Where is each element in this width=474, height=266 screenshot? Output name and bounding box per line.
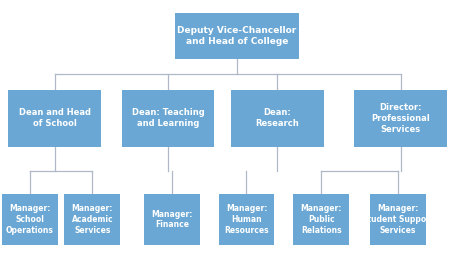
FancyBboxPatch shape xyxy=(219,194,274,245)
FancyBboxPatch shape xyxy=(2,194,58,245)
FancyBboxPatch shape xyxy=(370,194,426,245)
Text: Manager:
School
Operations: Manager: School Operations xyxy=(6,204,54,235)
Text: Dean: Teaching
and Learning: Dean: Teaching and Learning xyxy=(132,109,205,128)
FancyBboxPatch shape xyxy=(354,90,447,147)
Text: Director:
Professional
Services: Director: Professional Services xyxy=(371,103,430,134)
FancyBboxPatch shape xyxy=(64,194,120,245)
Text: Deputy Vice-Chancellor
and Head of College: Deputy Vice-Chancellor and Head of Colle… xyxy=(177,26,297,46)
FancyBboxPatch shape xyxy=(175,13,299,59)
Text: Dean and Head
of School: Dean and Head of School xyxy=(18,109,91,128)
Text: Manager:
Academic
Services: Manager: Academic Services xyxy=(72,204,113,235)
Text: Manager:
Human
Resources: Manager: Human Resources xyxy=(224,204,269,235)
Text: Manager:
Finance: Manager: Finance xyxy=(151,210,193,229)
Text: Manager:
Student Support
Services: Manager: Student Support Services xyxy=(362,204,434,235)
Text: Dean:
Research: Dean: Research xyxy=(255,109,299,128)
FancyBboxPatch shape xyxy=(122,90,214,147)
FancyBboxPatch shape xyxy=(293,194,349,245)
FancyBboxPatch shape xyxy=(144,194,200,245)
FancyBboxPatch shape xyxy=(231,90,323,147)
Text: Manager:
Public
Relations: Manager: Public Relations xyxy=(301,204,342,235)
FancyBboxPatch shape xyxy=(8,90,100,147)
